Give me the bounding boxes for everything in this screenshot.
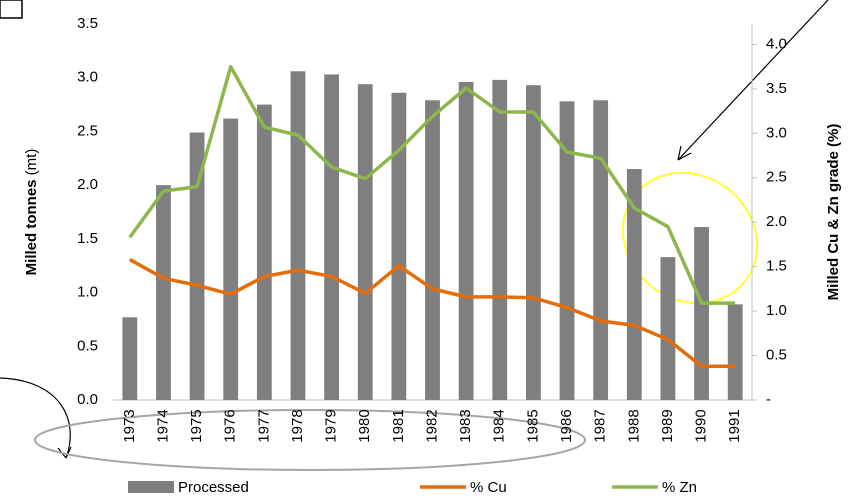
legend-swatch [128,481,174,493]
tick-label: 0.5 [766,347,787,364]
x-tick-label: 1973 [121,409,138,442]
line [128,258,736,368]
bar [357,84,373,400]
bar [559,101,575,400]
highlight-ellipse [34,409,586,471]
bar [727,304,743,400]
tick-label: 2.0 [77,176,98,193]
bar [626,169,642,400]
x-tick-label: 1980 [356,409,373,442]
tick-label: 3.5 [77,15,98,32]
bar [391,92,407,401]
legend-label: Processed [178,479,249,496]
x-tick-label: 1988 [625,409,642,442]
x-tick-label: 1987 [592,409,609,442]
x-tick-label: 1977 [255,409,272,442]
bar [156,185,171,400]
tick-label: 1.5 [77,230,98,247]
x-tick-label: 1983 [457,409,474,442]
x-tick-label: 1991 [726,409,743,442]
tick-label: 0.5 [77,337,98,354]
x-tick-label: 1989 [659,409,676,442]
bar [458,82,474,401]
bar [425,100,440,400]
tick-label: 1.0 [766,302,787,319]
x-tick-label: 1979 [323,409,340,442]
tick-label: 2.0 [766,213,787,230]
x-tick-label: 1986 [558,409,575,442]
x-tick-label: 1974 [154,409,171,442]
tick-label: 3.0 [77,69,98,86]
bar [122,317,138,400]
bar [492,79,508,400]
x-tick-label: 1985 [524,409,541,442]
bar [593,100,609,400]
tick-label: - [766,391,771,408]
x-tick-label: 1981 [390,409,407,442]
bar [525,85,541,400]
x-tick-label: 1990 [693,409,710,442]
x-tick-label: 1978 [289,409,306,442]
tick-label: 1.0 [77,284,98,301]
x-tick-label: 1984 [491,409,508,442]
legend-label: % Cu [470,479,507,496]
tick-label: 0.0 [77,391,98,408]
y-axis-title-unit: (mt) [23,149,40,176]
annotation-arrowhead [677,145,692,161]
tick-label: 2.5 [766,169,787,186]
y-axis-title-main: Milled tonnes [23,179,40,275]
tick-label: 2.5 [77,122,98,139]
bar [694,227,709,400]
tick-label: 4.0 [766,35,787,52]
y-axis-title: Milled tonnes (mt) [23,149,40,276]
line [128,64,736,305]
annotation-arrow [677,0,829,161]
bar [223,118,239,400]
tick-label: 3.0 [766,124,787,141]
bar [660,257,676,400]
x-tick-label: 1982 [423,409,440,442]
bar [324,74,340,401]
y2-axis-title: Milled Cu & Zn grade (%) [825,124,842,301]
tick-label: 3.5 [766,80,787,97]
annotation-box [0,0,23,19]
bar [189,132,205,400]
bar [290,71,306,401]
legend-label: % Zn [662,479,697,496]
x-tick-label: 1975 [188,409,205,442]
tick-label: 1.5 [766,258,787,275]
highlight-ellipse [621,171,759,305]
x-tick-label: 1976 [222,409,239,442]
annotation-arrow [0,377,71,459]
bar [256,104,272,401]
